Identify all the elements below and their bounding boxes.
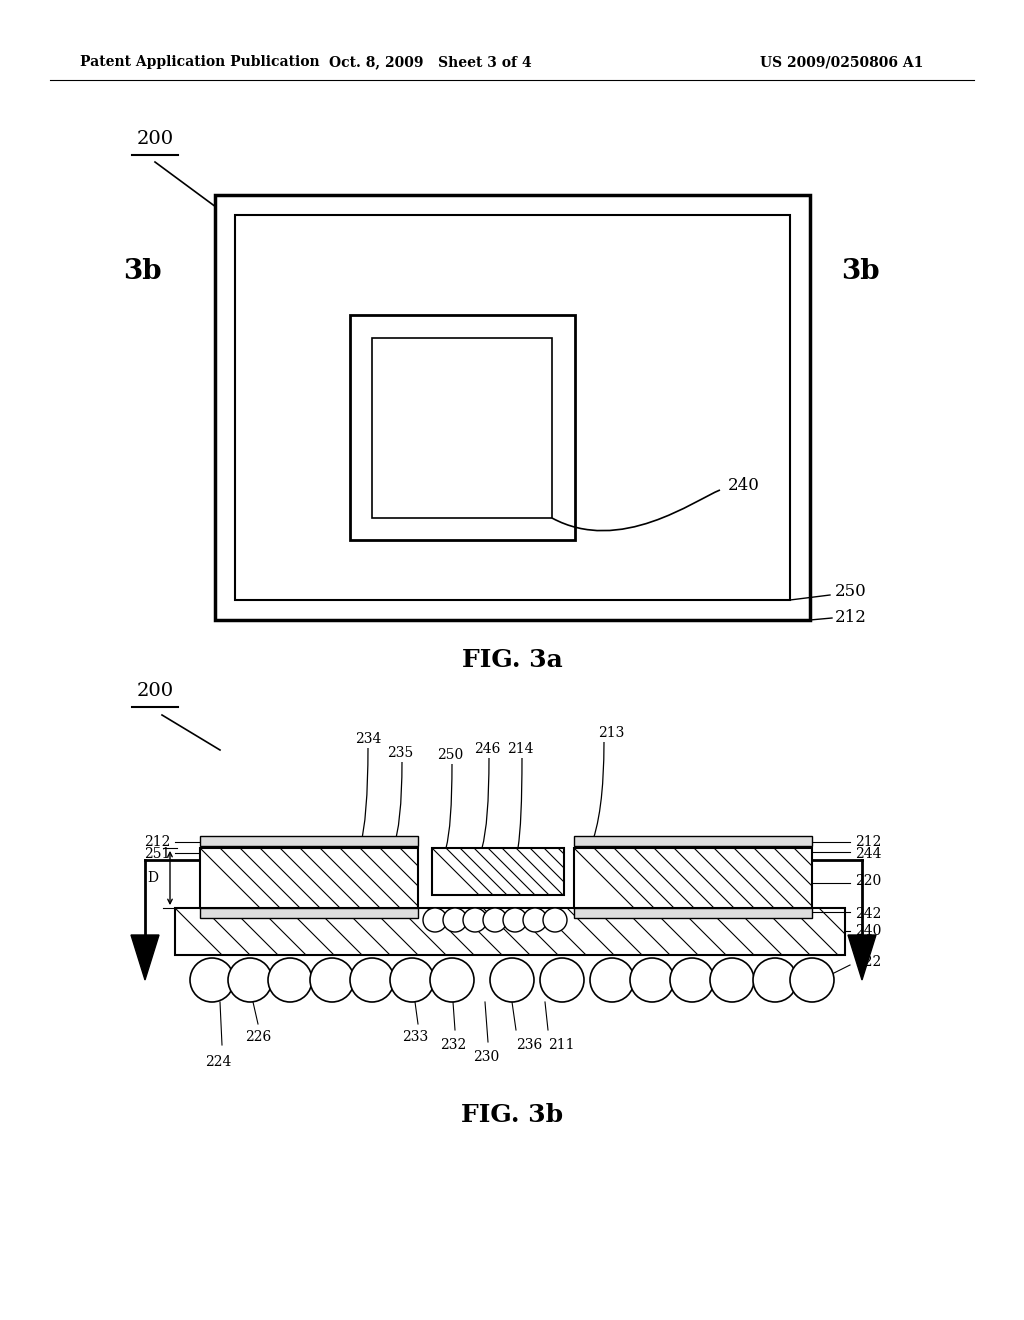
Circle shape bbox=[310, 958, 354, 1002]
Bar bbox=[200, 847, 418, 908]
Text: 220: 220 bbox=[855, 874, 882, 888]
Bar bbox=[350, 315, 575, 540]
Circle shape bbox=[670, 958, 714, 1002]
Text: Oct. 8, 2009   Sheet 3 of 4: Oct. 8, 2009 Sheet 3 of 4 bbox=[329, 55, 531, 69]
Text: 224: 224 bbox=[205, 1055, 231, 1069]
Circle shape bbox=[443, 908, 467, 932]
Circle shape bbox=[190, 958, 234, 1002]
Text: 214: 214 bbox=[507, 742, 534, 756]
Circle shape bbox=[423, 908, 447, 932]
Text: 212: 212 bbox=[143, 836, 170, 849]
Circle shape bbox=[390, 958, 434, 1002]
Text: FIG. 3a: FIG. 3a bbox=[462, 648, 562, 672]
Circle shape bbox=[268, 958, 312, 1002]
Bar bbox=[574, 847, 812, 908]
Text: 212: 212 bbox=[835, 609, 867, 626]
Text: 3b: 3b bbox=[841, 257, 880, 285]
Text: D: D bbox=[147, 871, 158, 884]
Bar bbox=[372, 338, 552, 517]
Text: 200: 200 bbox=[136, 682, 173, 700]
Bar bbox=[432, 847, 564, 895]
Text: 213: 213 bbox=[598, 726, 625, 741]
Text: 3b: 3b bbox=[123, 257, 162, 285]
Bar bbox=[200, 836, 418, 846]
Circle shape bbox=[523, 908, 547, 932]
Text: 212: 212 bbox=[855, 836, 882, 849]
Circle shape bbox=[503, 908, 527, 932]
Circle shape bbox=[490, 958, 534, 1002]
Text: 240: 240 bbox=[728, 477, 760, 494]
Text: 230: 230 bbox=[473, 1049, 499, 1064]
Text: 222: 222 bbox=[855, 954, 882, 969]
Text: Patent Application Publication: Patent Application Publication bbox=[80, 55, 319, 69]
Text: 250: 250 bbox=[835, 583, 866, 601]
Circle shape bbox=[753, 958, 797, 1002]
Bar bbox=[215, 195, 810, 620]
Circle shape bbox=[463, 908, 487, 932]
Circle shape bbox=[630, 958, 674, 1002]
Polygon shape bbox=[131, 935, 159, 979]
Circle shape bbox=[710, 958, 754, 1002]
Text: 244: 244 bbox=[855, 847, 882, 861]
Text: 200: 200 bbox=[136, 129, 173, 148]
Circle shape bbox=[540, 958, 584, 1002]
Bar bbox=[234, 215, 790, 601]
Text: 232: 232 bbox=[440, 1038, 466, 1052]
Text: 211: 211 bbox=[548, 1038, 574, 1052]
Text: FIG. 3b: FIG. 3b bbox=[461, 1104, 563, 1127]
Text: 226: 226 bbox=[245, 1030, 271, 1044]
Text: 234: 234 bbox=[354, 733, 381, 746]
Text: 251: 251 bbox=[143, 847, 170, 861]
Circle shape bbox=[790, 958, 834, 1002]
Text: 240: 240 bbox=[855, 924, 882, 939]
Bar bbox=[175, 908, 845, 954]
Bar bbox=[200, 908, 418, 917]
Circle shape bbox=[430, 958, 474, 1002]
Circle shape bbox=[350, 958, 394, 1002]
Circle shape bbox=[590, 958, 634, 1002]
Text: 250: 250 bbox=[437, 748, 463, 762]
Bar bbox=[574, 908, 812, 917]
Bar bbox=[574, 836, 812, 846]
Polygon shape bbox=[848, 935, 876, 979]
Text: 233: 233 bbox=[401, 1030, 428, 1044]
Circle shape bbox=[228, 958, 272, 1002]
Text: 242: 242 bbox=[855, 907, 882, 921]
Text: 236: 236 bbox=[516, 1038, 543, 1052]
Text: US 2009/0250806 A1: US 2009/0250806 A1 bbox=[760, 55, 924, 69]
Text: 246: 246 bbox=[474, 742, 500, 756]
Circle shape bbox=[483, 908, 507, 932]
Text: 235: 235 bbox=[387, 746, 413, 760]
Circle shape bbox=[543, 908, 567, 932]
